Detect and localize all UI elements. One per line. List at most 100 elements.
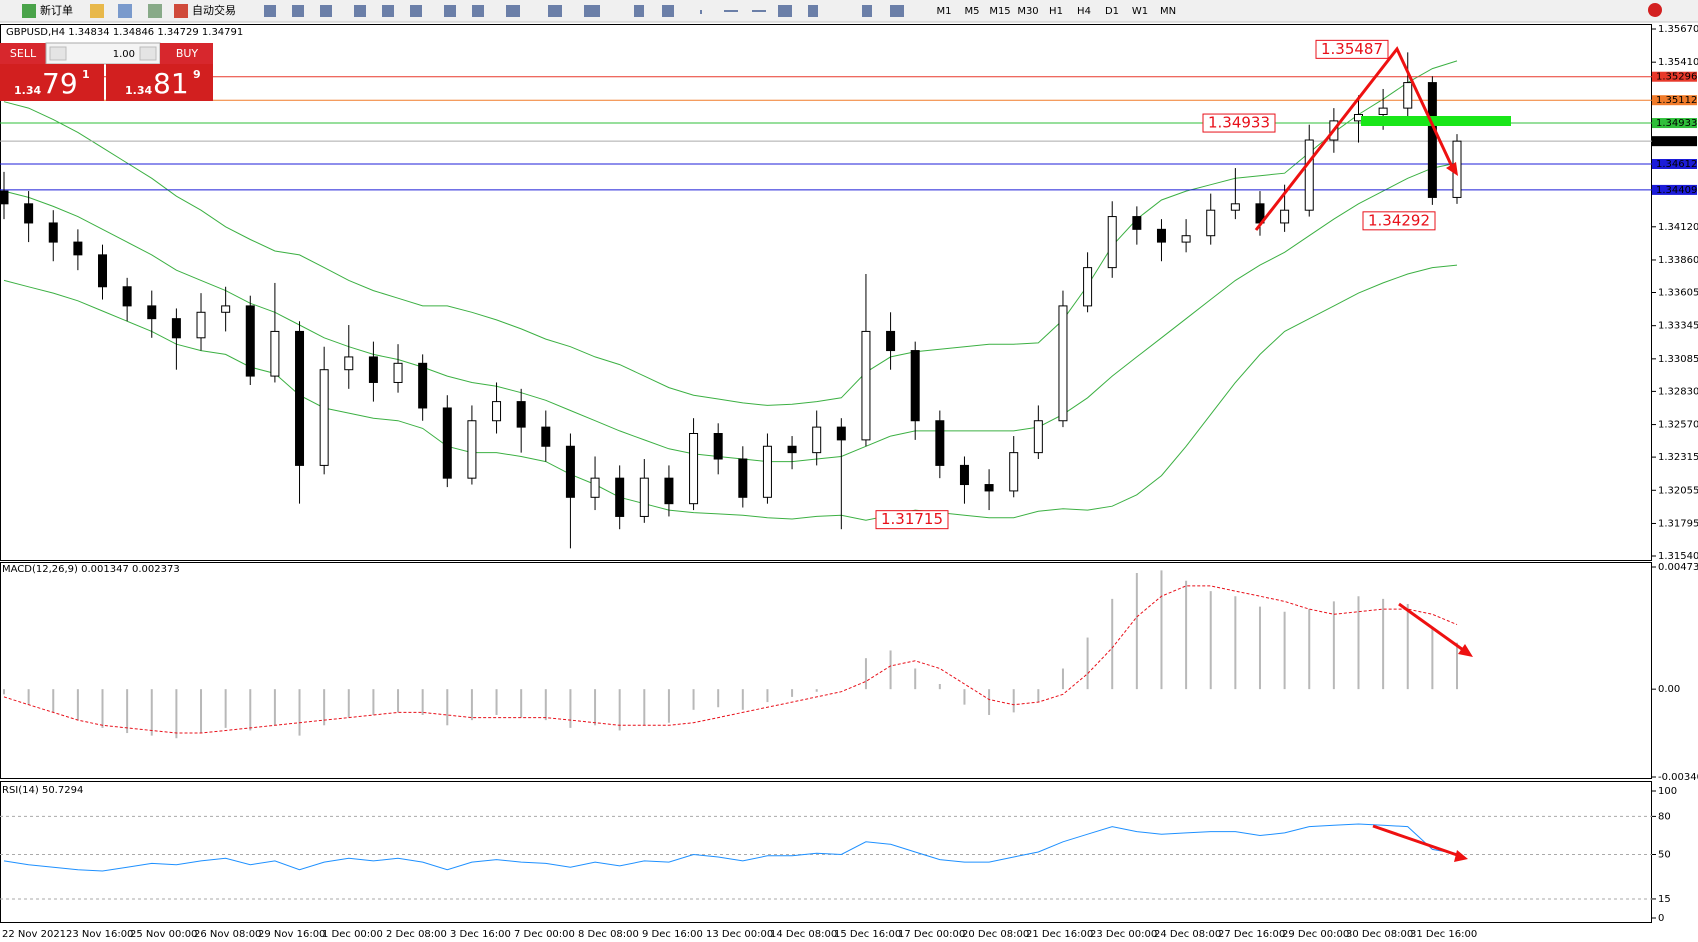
timeframe-button[interactable]: M15 xyxy=(989,6,1010,17)
candle-body xyxy=(565,445,575,498)
ohlc-value: 1.34791 xyxy=(202,27,243,38)
price-level-label: 1.35296 xyxy=(1656,72,1697,83)
buy-price-pips[interactable]: 81 xyxy=(153,67,189,100)
toolbar-icon[interactable] xyxy=(264,5,276,17)
annotation-box xyxy=(1202,113,1276,133)
y-tick-label: 1.35670 xyxy=(1658,24,1698,35)
volume-up[interactable] xyxy=(139,46,157,61)
notification-badge[interactable] xyxy=(1648,3,1662,17)
volume-value[interactable]: 1.00 xyxy=(113,49,135,60)
candle-body xyxy=(1132,216,1142,230)
sell-label[interactable]: SELL xyxy=(10,47,37,60)
price-level-label: 1.35112 xyxy=(1656,95,1697,106)
x-tick-label: 17 Dec 00:00 xyxy=(898,929,965,940)
toolbar-icon[interactable] xyxy=(472,5,484,17)
candle-body xyxy=(196,311,206,339)
auto-trading-button[interactable]: 自动交易 xyxy=(192,3,236,17)
candle-body xyxy=(1156,228,1166,243)
y-tick-label: 1.35410 xyxy=(1658,57,1698,68)
sell-button[interactable] xyxy=(0,43,46,64)
sell-price-fraction[interactable]: 1 xyxy=(82,68,90,81)
trend-arrow xyxy=(1254,46,1456,231)
candle-body xyxy=(319,369,329,466)
timeframe-button[interactable]: M1 xyxy=(937,6,952,17)
candle-body xyxy=(467,420,477,479)
toolbar-icon[interactable] xyxy=(292,5,304,17)
buy-button[interactable] xyxy=(160,43,213,64)
candle-body xyxy=(738,458,748,498)
price-level-tag xyxy=(1652,118,1697,129)
toolbar-icon[interactable] xyxy=(506,5,520,17)
toolbar-icon[interactable] xyxy=(354,5,366,17)
timeframe-button[interactable]: W1 xyxy=(1132,6,1148,17)
timeframe-button[interactable]: MN xyxy=(1160,6,1176,17)
x-tick-label: 23 Dec 00:00 xyxy=(1090,929,1157,940)
timeframe-button[interactable]: M30 xyxy=(1017,6,1038,17)
toolbar-icon[interactable] xyxy=(890,5,904,17)
candle-body xyxy=(910,350,920,422)
toolbar-icon[interactable] xyxy=(808,5,818,17)
sell-price-pips[interactable]: 79 xyxy=(42,67,78,100)
sell-price-box[interactable] xyxy=(0,64,104,101)
toolbar-icon[interactable] xyxy=(548,5,562,17)
y-tick-label: 100 xyxy=(1658,786,1677,797)
candle-body xyxy=(270,330,280,377)
toolbar-icon[interactable] xyxy=(382,5,394,17)
highlight-zone xyxy=(1361,116,1511,126)
buy-price-fraction[interactable]: 9 xyxy=(193,68,201,81)
candle-body xyxy=(171,318,181,339)
toolbar-icon[interactable] xyxy=(724,10,738,12)
toolbar-icon[interactable] xyxy=(410,5,422,17)
toolbar-icon[interactable] xyxy=(148,4,162,18)
buy-price-big[interactable]: 1.34 xyxy=(125,84,152,97)
toolbar-icon[interactable] xyxy=(700,10,702,14)
price-annotation: 1.34933 xyxy=(1208,114,1270,132)
toolbar-icon[interactable] xyxy=(778,5,792,17)
toolbar-icon[interactable] xyxy=(752,10,766,12)
candle-body xyxy=(122,286,132,307)
toolbar-icon[interactable] xyxy=(584,5,600,17)
candle-body xyxy=(812,426,822,454)
toolbar-icon[interactable] xyxy=(634,5,644,17)
price-level-tag xyxy=(1652,184,1697,195)
macd-signal xyxy=(3,585,1458,734)
candle-body xyxy=(245,305,255,377)
candle-body xyxy=(147,305,157,320)
rsi-title: RSI(14) 50.7294 xyxy=(2,785,83,796)
timeframe-button[interactable]: D1 xyxy=(1105,6,1119,17)
new-order-icon[interactable] xyxy=(22,4,36,18)
buy-price-box[interactable] xyxy=(106,64,213,101)
toolbar-icons xyxy=(264,5,904,17)
y-tick-label: 50 xyxy=(1658,850,1671,861)
x-tick-label: 15 Dec 16:00 xyxy=(834,929,901,940)
candle-body xyxy=(1206,209,1216,237)
y-tick-label: 1.32315 xyxy=(1658,452,1698,463)
timeframe-button[interactable]: H4 xyxy=(1077,6,1091,17)
x-tick-label: 14 Dec 08:00 xyxy=(770,929,837,940)
bollinger-lower xyxy=(3,264,1458,521)
toolbar-icon[interactable] xyxy=(444,5,456,17)
price-level-label: 1.34612 xyxy=(1656,159,1697,170)
volume-down[interactable] xyxy=(49,46,67,61)
candle-body xyxy=(1427,82,1437,198)
new-order-button[interactable]: 新订单 xyxy=(40,3,73,17)
macd-arrow xyxy=(1398,602,1467,654)
x-tick-label: 8 Dec 08:00 xyxy=(578,929,639,940)
toolbar-icon[interactable] xyxy=(118,4,132,18)
y-tick-label: -0.003403 xyxy=(1658,772,1698,783)
candle-body xyxy=(344,356,354,371)
toolbar-icon[interactable] xyxy=(662,5,674,17)
timeframe-button[interactable]: M5 xyxy=(965,6,980,17)
candle-body xyxy=(1181,235,1191,243)
candle-body xyxy=(664,477,674,505)
buy-label[interactable]: BUY xyxy=(176,47,199,60)
y-tick-label: 1.34120 xyxy=(1658,222,1698,233)
toolbar-icon[interactable] xyxy=(862,5,872,17)
timeframe-button[interactable]: H1 xyxy=(1049,6,1063,17)
x-tick-label: 7 Dec 00:00 xyxy=(514,929,575,940)
sell-price-big[interactable]: 1.34 xyxy=(14,84,41,97)
toolbar-icon[interactable] xyxy=(320,5,332,17)
toolbar-icon[interactable] xyxy=(90,4,104,18)
auto-trading-icon[interactable] xyxy=(174,4,188,18)
